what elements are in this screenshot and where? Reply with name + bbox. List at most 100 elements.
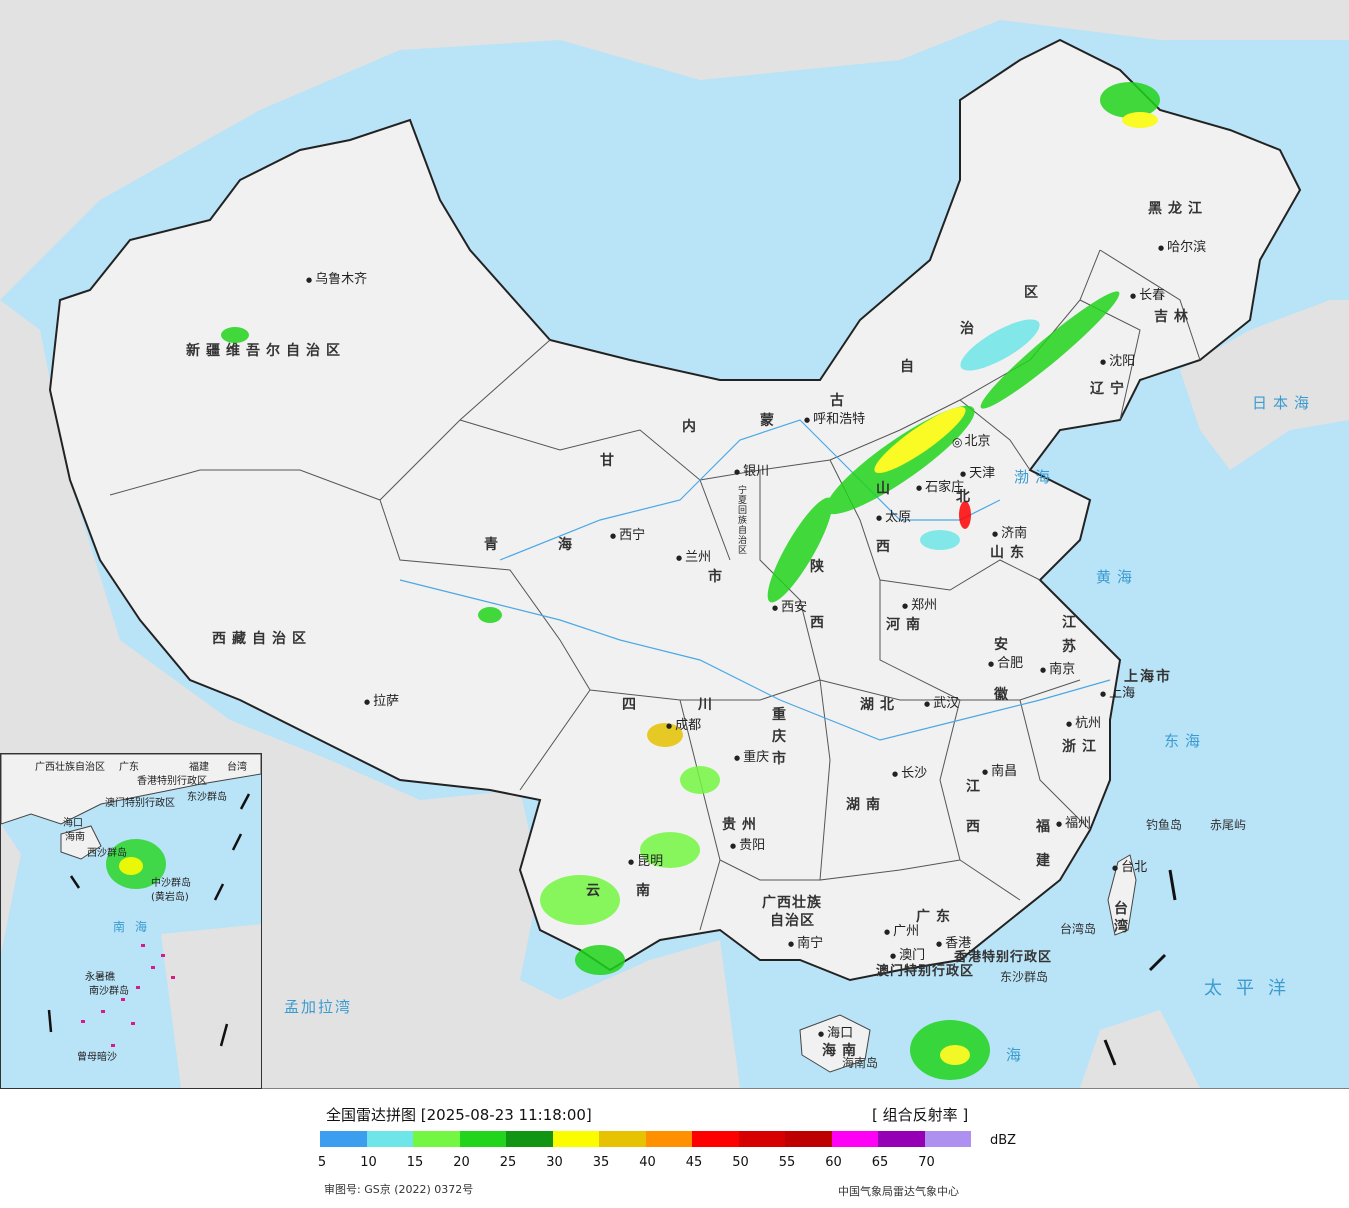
legend-tick-20: 20 [453, 1155, 470, 1170]
legend-tick-65: 65 [871, 1155, 889, 1170]
province-shanxi-1: 山 [876, 481, 896, 497]
city-nanjing: 南京 [1040, 658, 1075, 677]
legend-swatch-11 [831, 1131, 878, 1147]
province-shaanxi-2: 西 [810, 615, 830, 631]
province-chongqing: 重庆市 [772, 707, 786, 767]
province-guizhou: 贵州 [722, 817, 762, 833]
review-number: 审图号: GS京 (2022) 0372号 [324, 1183, 474, 1196]
inset-nansha: 南沙群岛 [89, 986, 129, 997]
island-dongsha: 东沙群岛 [1000, 970, 1049, 984]
city-shenyang: 沈阳 [1100, 350, 1135, 369]
legend-tick-70: 70 [918, 1155, 935, 1170]
island-diaoyu: 钓鱼岛 [1146, 818, 1183, 832]
legend-swatch-8 [692, 1131, 739, 1147]
city-changsha: 长沙 [892, 762, 927, 781]
sea-bohai: 渤海 [1014, 468, 1057, 486]
city-urumqi: 乌鲁木齐 [306, 268, 367, 287]
legend-swatch-2 [413, 1131, 460, 1147]
city-hefei: 合肥 [988, 652, 1023, 671]
legend-unit: dBZ [990, 1133, 1017, 1148]
legend-swatch-12 [878, 1131, 925, 1147]
city-xining: 西宁 [610, 524, 645, 543]
province-jiangsu-2: 苏 [1062, 639, 1082, 655]
province-liaoning: 辽宁 [1090, 381, 1130, 397]
legend-tick-25: 25 [499, 1155, 517, 1170]
province-fujian-2: 建 [1036, 853, 1056, 869]
province-yunnan-2: 南 [636, 883, 656, 899]
province-guangdong: 广东 [916, 909, 956, 925]
organization: 中国气象局雷达气象中心 [838, 1185, 959, 1198]
province-shanghai: 上海市 [1124, 669, 1172, 685]
sea-pacific: 太平洋 [1204, 978, 1300, 999]
legend-swatch-0 [320, 1131, 367, 1147]
province-guangxi-1: 广西壮族 [762, 895, 822, 911]
sea-east: 东海 [1164, 732, 1207, 750]
province-gansu: 甘 [600, 453, 620, 469]
island-chiwei: 赤尾屿 [1210, 818, 1247, 832]
island-hainan: 海南岛 [842, 1056, 879, 1070]
city-macao: 澳门 [890, 944, 925, 963]
city-guangzhou: 广州 [884, 920, 919, 939]
province-ningxia: 宁夏回族自治区 [738, 486, 748, 556]
sea-yellow: 黄海 [1096, 568, 1139, 586]
legend-swatch-9 [738, 1131, 785, 1147]
province-xizang: 西藏自治区 [212, 631, 312, 647]
city-lhasa: 拉萨 [364, 690, 399, 709]
city-haikou: 海口 [818, 1022, 853, 1041]
inset-hk: 香港特别行政区 [137, 776, 207, 787]
province-hk: 香港特别行政区 [954, 950, 1053, 965]
province-henan: 河南 [886, 617, 926, 633]
city-taibei: 台北 [1112, 856, 1147, 875]
province-heilongjiang: 黑龙江 [1148, 201, 1208, 217]
legend-ticks: 5 10 15 20 25 30 35 40 45 50 55 60 65 70 [0, 1155, 1349, 1173]
legend-tick-40: 40 [639, 1155, 656, 1170]
sea-south: 海 [1006, 1046, 1028, 1064]
province-neimenggu-5: 治 [960, 321, 980, 337]
inset-canvas [1, 754, 261, 1088]
legend-tick-5: 5 [317, 1155, 327, 1170]
city-shijiazhuang: 石家庄 [916, 476, 964, 495]
city-beijing: 北京 [952, 430, 990, 449]
city-fuzhou: 福州 [1056, 812, 1091, 831]
inset-taiwan: 台湾 [227, 762, 247, 773]
city-chongqing: 重庆 [734, 746, 769, 765]
city-nanning: 南宁 [788, 932, 823, 951]
province-qinghai-1: 青 [484, 537, 504, 553]
city-wuhan: 武汉 [924, 692, 959, 711]
province-yunnan-1: 云 [586, 883, 606, 899]
legend-tick-55: 55 [778, 1155, 796, 1170]
province-jiangxi-2: 西 [966, 819, 986, 835]
city-kunming: 昆明 [628, 850, 663, 869]
city-nanchang: 南昌 [982, 760, 1017, 779]
city-hangzhou: 杭州 [1066, 712, 1101, 731]
inset-macau: 澳门特别行政区 [105, 798, 175, 809]
province-sichuan-2: 川 [698, 697, 718, 713]
city-zhengzhou: 郑州 [902, 594, 937, 613]
inset-dongsha: 东沙群岛 [187, 792, 227, 803]
province-neimenggu-3: 古 [830, 393, 850, 409]
city-guiyang: 贵阳 [730, 834, 765, 853]
legend-tick-45: 45 [685, 1155, 703, 1170]
city-jinan: 济南 [992, 522, 1027, 541]
province-hubei: 湖北 [860, 697, 900, 713]
inset-xisha: 西沙群岛 [87, 848, 127, 859]
province-neimenggu-6: 区 [1024, 285, 1044, 301]
inset-huangyan: (黄岩岛) [151, 892, 189, 903]
legend-tick-15: 15 [406, 1155, 424, 1170]
province-shandong: 山东 [990, 545, 1030, 561]
city-shanghai: 上海 [1100, 682, 1135, 701]
inset-hainan: 海南 [65, 832, 85, 843]
city-taiyuan: 太原 [876, 506, 911, 525]
province-gansu-city: 市 [708, 569, 728, 585]
province-sichuan-1: 四 [622, 697, 642, 713]
province-taiwan: 台湾 [1114, 901, 1128, 935]
city-yinchuan: 银川 [734, 460, 769, 479]
province-macau: 澳门特别行政区 [876, 964, 975, 979]
inset-guangxi: 广西壮族自治区 [35, 762, 105, 773]
city-changchun: 长春 [1130, 284, 1165, 303]
legend: 全国雷达拼图 [2025-08-23 11:18:00] [ 组合反射率 ] d… [0, 1089, 1349, 1208]
legend-swatch-13 [924, 1131, 971, 1147]
province-jiangsu-1: 江 [1062, 615, 1082, 631]
province-shaanxi-1: 陕 [810, 559, 830, 575]
inset-guangdong: 广东 [119, 762, 139, 773]
